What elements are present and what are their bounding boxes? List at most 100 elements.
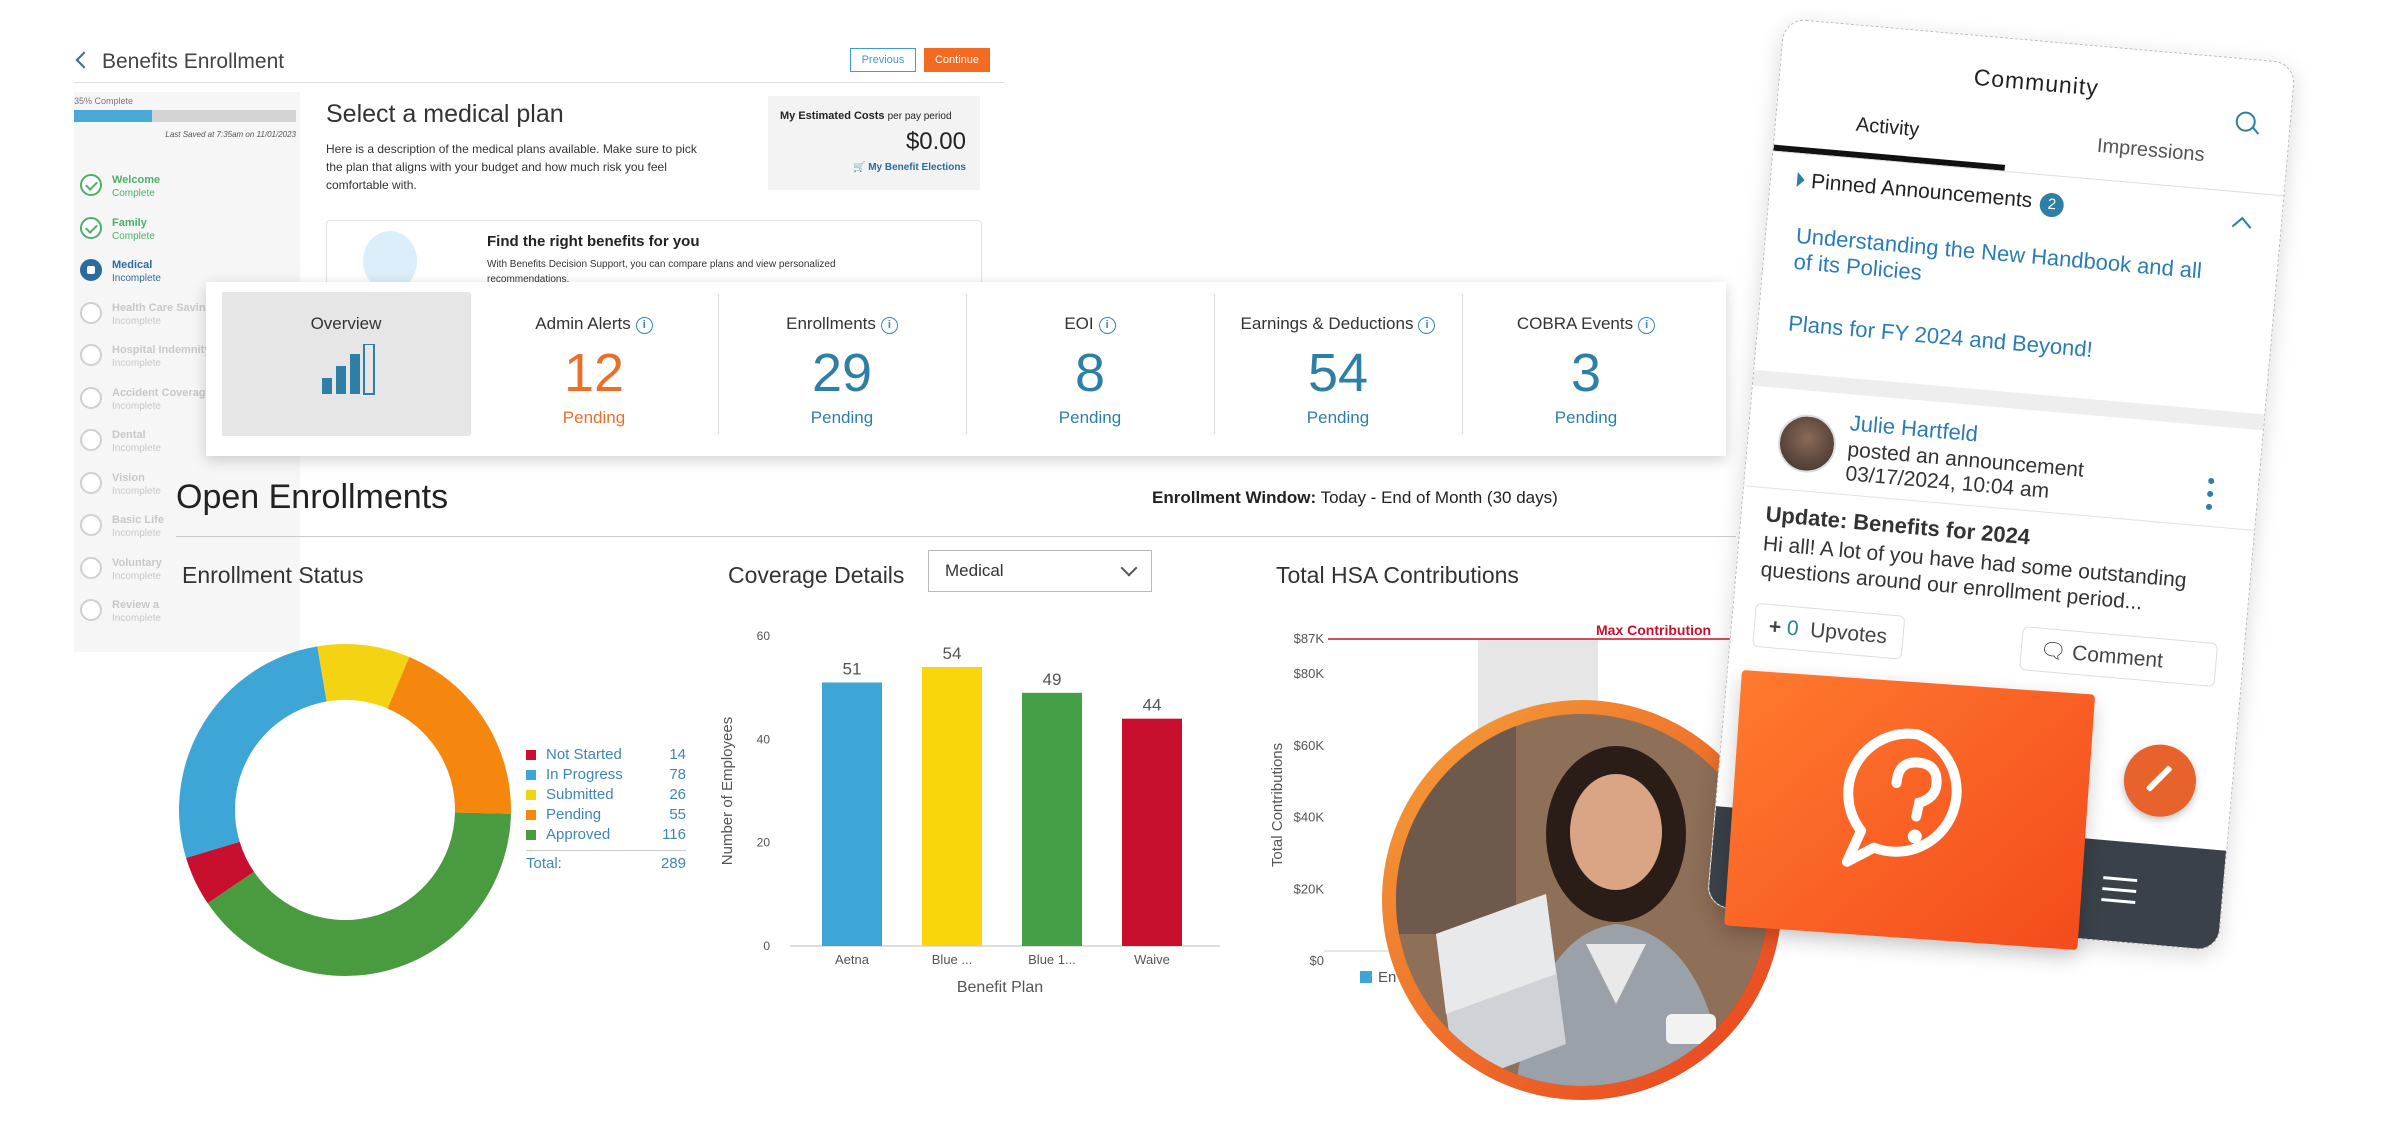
coverage-bar-chart: 0 20 40 60 Number of Employees Benefit Plan 51… — [719, 629, 1220, 996]
benefit-elections-link[interactable]: 🛒 My Benefit Elections — [853, 162, 966, 173]
step-item[interactable]: Health Care Savings Incomplete — [80, 301, 300, 342]
divider — [176, 536, 1736, 537]
bar-value-label: 49 — [1043, 670, 1062, 689]
more-options-icon[interactable] — [2205, 477, 2215, 518]
step-status-icon — [80, 344, 102, 366]
step-item[interactable]: Voluntary Incomplete — [80, 556, 300, 597]
legend-item[interactable]: Not Started 14 — [526, 746, 686, 766]
compose-button[interactable] — [2120, 741, 2199, 820]
bar[interactable] — [922, 667, 982, 946]
stat-sub: Pending — [810, 408, 874, 427]
step-status: Complete — [112, 188, 155, 199]
y-tick-label: 0 — [763, 939, 770, 953]
legend-item[interactable]: Approved 116 — [526, 826, 686, 846]
chevron-up-icon[interactable] — [2231, 216, 2252, 237]
info-icon[interactable]: i — [635, 317, 653, 334]
legend-swatch — [1360, 971, 1372, 983]
step-status-icon — [80, 599, 102, 621]
info-icon[interactable]: i — [1098, 317, 1116, 334]
bar[interactable] — [822, 682, 882, 947]
step-name: Vision — [112, 471, 145, 484]
step-status: Incomplete — [112, 273, 161, 284]
community-title: Community — [1972, 63, 2100, 101]
costs-title-text: My Estimated Costs — [780, 110, 885, 122]
step-name: Medical — [112, 259, 153, 271]
donut-slice-submitted[interactable] — [317, 644, 410, 709]
step-item[interactable]: Hospital Indemnity Incomplete — [80, 344, 300, 384]
y-axis-label: Number of Employees — [719, 717, 736, 865]
stat-value: 12 — [563, 343, 625, 403]
legend-swatch — [526, 770, 536, 780]
stat-tile[interactable]: Enrollments i 29 Pending — [718, 292, 966, 436]
step-item[interactable]: Review a Incomplete — [80, 599, 300, 639]
avatar[interactable] — [1775, 412, 1839, 476]
upvote-button[interactable]: + 0 Upvotes — [1752, 602, 1906, 660]
plan-description: Here is a description of the medical pla… — [326, 142, 697, 192]
back-link[interactable]: Benefits Enrollment — [75, 50, 284, 74]
step-item[interactable]: Dental Incomplete — [80, 429, 300, 469]
divider — [1752, 369, 2265, 431]
bar-value-label: 54 — [943, 644, 962, 663]
step-item[interactable]: Family Complete — [80, 216, 300, 257]
bar[interactable] — [1022, 692, 1082, 946]
stat-tile[interactable]: Admin Alerts i 12 Pending — [470, 292, 718, 436]
stat-value: 29 — [811, 343, 873, 403]
stat-tile[interactable]: COBRA Events i 3 Pending — [1462, 292, 1710, 436]
legend-label: In Progress — [546, 766, 623, 783]
info-icon[interactable]: i — [1638, 317, 1656, 334]
announcement-link-plans[interactable]: Plans for FY 2024 and Beyond! — [1787, 310, 2094, 363]
step-item[interactable]: Vision Incomplete — [80, 471, 300, 512]
legend-label: Pending — [546, 806, 602, 823]
coverage-select[interactable]: Medical — [928, 550, 1152, 592]
stat-label-text: COBRA Events — [1516, 314, 1634, 333]
continue-button[interactable]: Continue — [924, 48, 990, 72]
donut-slice-pending[interactable] — [387, 656, 511, 814]
step-status-icon — [80, 301, 102, 324]
legend-label: Approved — [546, 826, 611, 843]
step-item[interactable]: Accident Coverage Incomplete — [80, 386, 300, 427]
hamburger-icon[interactable] — [2101, 876, 2138, 912]
chevron-down-icon — [1120, 559, 1138, 577]
hsa-title: Total HSA Contributions — [1276, 562, 1519, 588]
stat-tile[interactable]: EOI i 8 Pending — [966, 292, 1214, 436]
pinned-announcements[interactable]: ⏵ Pinned Announcements 2 — [1794, 169, 2065, 219]
step-item[interactable]: Basic Life Incomplete — [80, 514, 300, 554]
enrollment-status-donut — [179, 644, 511, 976]
legend-item[interactable]: In Progress 78 — [526, 766, 686, 786]
search-icon[interactable] — [2234, 110, 2257, 133]
tab-overview[interactable]: Overview — [222, 292, 470, 436]
decision-support-desc: With Benefits Decision Support, you can … — [487, 259, 836, 285]
divider — [718, 294, 719, 434]
step-item[interactable]: Welcome Complete — [80, 174, 300, 214]
step-status-icon — [80, 471, 102, 494]
stat-sub: Pending — [562, 408, 626, 427]
legend-item[interactable]: Submitted 26 — [526, 786, 686, 806]
tab-impressions[interactable]: Impressions — [2096, 134, 2206, 167]
donut-slice-not-started[interactable] — [186, 841, 255, 904]
y-axis-label: Total Contributions — [1269, 743, 1286, 867]
info-icon[interactable]: i — [1418, 317, 1436, 334]
tab-activity[interactable]: Activity — [1855, 113, 1921, 142]
bar-value-label: 44 — [1143, 696, 1162, 715]
y-tick-label: 20 — [757, 836, 771, 850]
info-icon[interactable]: i — [880, 317, 898, 334]
bar[interactable] — [1122, 718, 1182, 946]
stat-tile[interactable]: Earnings & Deductions i 54 Pending — [1214, 292, 1462, 436]
legend-total: Total: 289 — [526, 850, 686, 872]
previous-button[interactable]: Previous — [850, 48, 916, 72]
stat-label: EOI i — [966, 314, 1214, 334]
step-name: Review a — [112, 599, 160, 611]
step-name: Family — [112, 216, 147, 229]
step-item[interactable]: Medical Incomplete — [80, 259, 300, 299]
legend-total-value: 289 — [660, 855, 686, 872]
donut-slice-approved[interactable] — [207, 812, 511, 976]
comment-button[interactable]: 🗨 Comment — [2019, 626, 2219, 688]
divider — [1214, 294, 1215, 434]
donut-slice-in-progress[interactable] — [179, 646, 327, 858]
stat-label-text: Admin Alerts — [535, 314, 631, 333]
legend-item[interactable]: Pending 55 — [526, 806, 686, 826]
step-status: Complete — [112, 230, 155, 242]
step-name: Welcome — [112, 174, 161, 186]
step-name: Voluntary — [112, 556, 162, 569]
announcement-link-handbook[interactable]: Understanding the New Handbook and all o… — [1792, 222, 2203, 285]
